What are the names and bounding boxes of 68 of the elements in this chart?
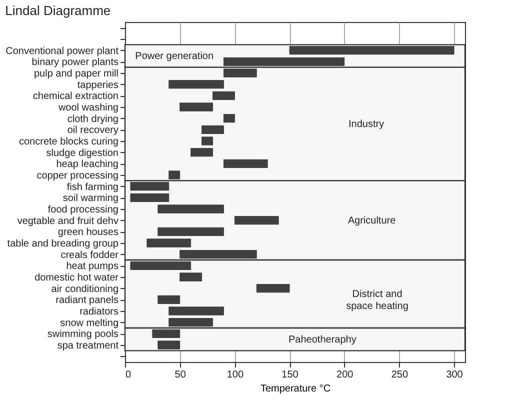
bar: [180, 272, 202, 282]
bar: [202, 125, 224, 134]
x-tick-label: 300: [446, 370, 464, 380]
y-tick-label: oil recovery: [67, 125, 118, 136]
x-tick-label: 0: [126, 370, 132, 380]
bar: [223, 114, 235, 123]
bar: [223, 159, 268, 168]
bar: [130, 261, 192, 270]
y-tick-label: soil warming: [62, 193, 118, 204]
x-tick-label: 150: [282, 370, 299, 380]
bar: [202, 136, 213, 146]
bar: [180, 102, 213, 112]
y-tick-label: food processing: [48, 204, 118, 216]
y-tick-label: heat pumps: [66, 261, 118, 272]
bar: [130, 182, 170, 191]
band-label: Agriculture: [348, 215, 396, 226]
x-axis-title: Temperature °C: [260, 384, 331, 394]
y-tick-label: vegtable and fruit dehv: [17, 216, 118, 227]
bar: [212, 91, 235, 100]
bar: [152, 329, 180, 338]
y-tick-label: copper processing: [36, 170, 118, 182]
band-label: District and space heating: [346, 289, 408, 312]
bar: [168, 170, 180, 180]
y-tick-label: swimming pools: [47, 329, 118, 340]
x-tick-label: 50: [174, 370, 186, 380]
y-tick-label: radiators: [80, 306, 118, 318]
band-label: Power generation: [135, 51, 214, 62]
bar: [168, 306, 224, 316]
y-tick-label: tapperies: [77, 80, 118, 91]
bar: [223, 57, 345, 66]
bar: [234, 216, 279, 225]
x-tick-label: 100: [226, 370, 244, 380]
y-tick-label: concrete blocks curing: [19, 136, 118, 148]
y-tick-label: sludge digestion: [46, 148, 118, 159]
x-tick-label: 250: [391, 370, 408, 380]
band-label: Paheotheraphy: [288, 334, 356, 346]
x-tick-label: 200: [336, 370, 354, 380]
y-tick-label: Conventional power plant: [6, 46, 119, 57]
bar: [130, 193, 170, 202]
band-label: Industry: [348, 119, 384, 130]
bar: [158, 204, 224, 214]
bar: [146, 238, 192, 248]
y-tick-label: wool washing: [57, 102, 118, 114]
bar: [158, 227, 224, 236]
bar: [256, 284, 290, 293]
chart-title: Lindal Diagramme: [5, 3, 111, 18]
y-tick-label: radiant panels: [56, 295, 118, 306]
y-tick-label: fish farming: [66, 182, 118, 193]
bar: [168, 318, 213, 327]
y-tick-label: creals fodder: [60, 250, 120, 261]
y-tick-label: heap leaching: [56, 159, 118, 170]
bar: [158, 340, 180, 350]
bar: [180, 250, 257, 259]
y-tick-label: binary power plants: [32, 57, 118, 68]
y-tick-label: pulp and paper mill: [34, 68, 118, 80]
y-tick-label: table and breading group: [7, 238, 119, 250]
y-tick-label: snow melting: [60, 318, 118, 329]
bar: [289, 46, 454, 55]
y-tick-label: domestic hot water: [34, 272, 120, 284]
bar: [190, 148, 213, 157]
y-tick-label: spa treatment: [57, 340, 119, 352]
y-tick-label: air conditioning: [51, 284, 118, 295]
y-tick-label: cloth drying: [67, 114, 118, 125]
bar: [168, 80, 224, 89]
bar: [158, 295, 180, 304]
y-tick-label: green houses: [58, 227, 118, 238]
bar: [223, 68, 257, 78]
y-tick-label: chemical extraction: [32, 91, 118, 102]
